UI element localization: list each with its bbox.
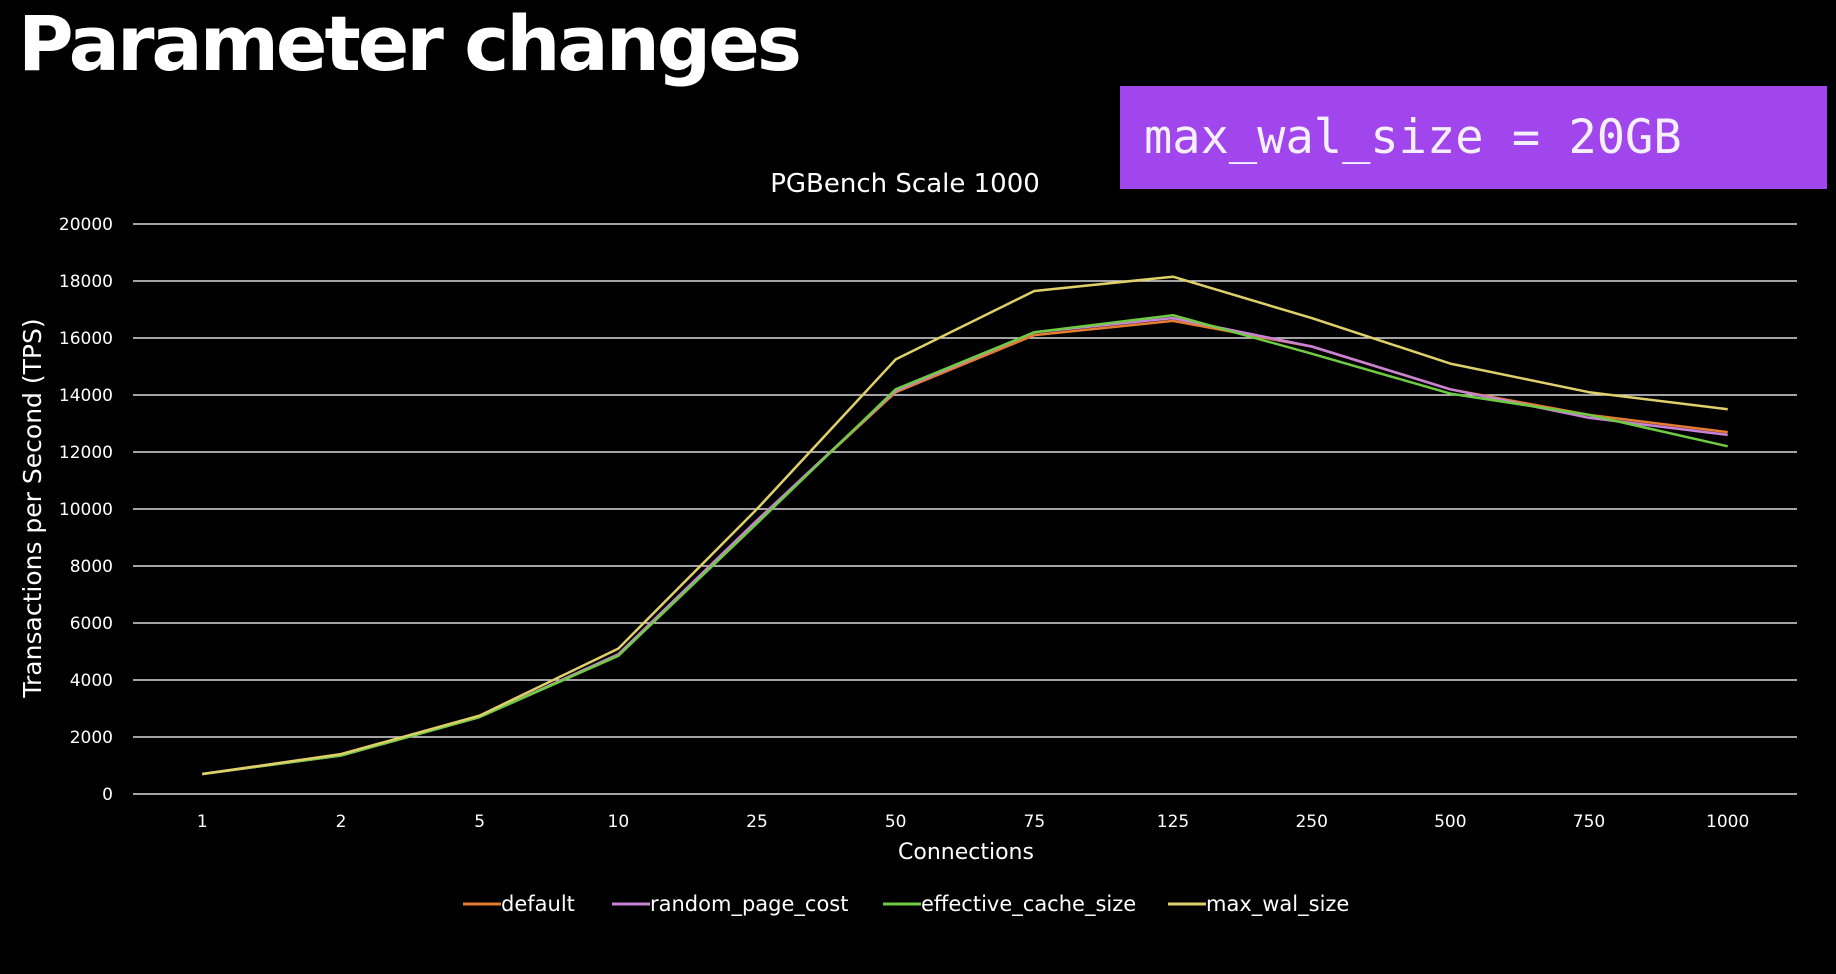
y-axis-ticks: 0 2000 4000 6000 8000 10000 12000 14000 16000 180… <box>59 215 113 805</box>
x-tick-label: 750 <box>1573 812 1605 832</box>
series-line-default <box>202 319 1728 776</box>
x-tick-label: 2 <box>336 812 347 832</box>
y-tick-label: 14000 <box>59 386 113 406</box>
x-tick-label: 1 <box>197 812 208 832</box>
slide-title: Parameter changes <box>18 0 802 88</box>
legend-item-effective_cache_size: effective_cache_size <box>883 892 1136 917</box>
legend-label: max_wal_size <box>1206 892 1349 917</box>
x-axis-ticks: 1 2 5 10 25 50 75 125 250 500 750 1000 <box>197 812 1749 832</box>
callout-text: max_wal_size = 20GB <box>1144 110 1682 165</box>
y-tick-label: 10000 <box>59 500 113 520</box>
y-tick-label: 2000 <box>70 728 113 748</box>
y-tick-label: 0 <box>102 785 113 805</box>
x-tick-label: 5 <box>474 812 485 832</box>
x-axis-label: Connections <box>898 840 1034 865</box>
x-tick-label: 10 <box>608 812 630 832</box>
x-tick-label: 25 <box>746 812 768 832</box>
x-tick-label: 1000 <box>1706 812 1749 832</box>
y-tick-label: 16000 <box>59 329 113 349</box>
legend-item-random_page_cost: random_page_cost <box>612 892 848 917</box>
chart-title: PGBench Scale 1000 <box>770 169 1040 199</box>
legend-label: default <box>501 892 575 916</box>
x-tick-label: 50 <box>885 812 907 832</box>
y-tick-label: 18000 <box>59 272 113 292</box>
series-line-effective_cache_size <box>202 313 1728 776</box>
series-line-random_page_cost <box>202 316 1728 776</box>
legend-label: effective_cache_size <box>921 892 1136 917</box>
series-line-max_wal_size <box>202 275 1728 776</box>
legend-item-default: default <box>463 892 575 916</box>
y-axis-label: Transactions per Second (TPS) <box>18 318 47 698</box>
y-tick-label: 6000 <box>70 614 113 634</box>
x-tick-label: 125 <box>1157 812 1189 832</box>
y-tick-label: 12000 <box>59 443 113 463</box>
x-tick-label: 75 <box>1024 812 1046 832</box>
y-tick-label: 4000 <box>70 671 113 691</box>
x-tick-label: 250 <box>1295 812 1327 832</box>
callout-box: max_wal_size = 20GB <box>1120 86 1827 189</box>
y-tick-label: 20000 <box>59 215 113 235</box>
x-tick-label: 500 <box>1434 812 1466 832</box>
legend-label: random_page_cost <box>650 892 848 917</box>
gridlines <box>133 223 1797 795</box>
series-lines <box>202 275 1728 776</box>
legend-item-max_wal_size: max_wal_size <box>1168 892 1349 917</box>
legend: default random_page_cost effective_cache_s… <box>463 892 1349 917</box>
y-tick-label: 8000 <box>70 557 113 577</box>
